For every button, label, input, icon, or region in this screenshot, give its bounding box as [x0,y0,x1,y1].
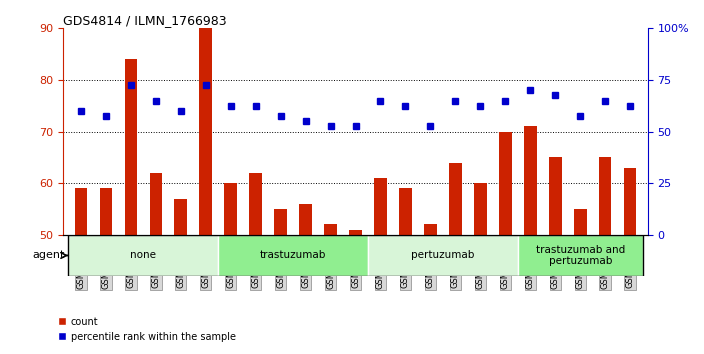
Bar [425,224,436,354]
Bar [175,199,187,354]
Bar [218,235,368,276]
Bar [449,162,462,354]
Text: trastuzumab and
pertuzumab: trastuzumab and pertuzumab [536,245,625,266]
Bar [75,188,87,354]
Text: trastuzumab: trastuzumab [260,251,326,261]
Text: pertuzumab: pertuzumab [411,251,474,261]
Bar [518,235,643,276]
Bar [149,173,162,354]
Bar [574,209,586,354]
Bar [474,183,486,354]
Bar [68,235,218,276]
Bar [125,59,137,354]
Bar [225,183,237,354]
Bar [549,158,562,354]
Bar [275,209,287,354]
Text: GDS4814 / ILMN_1766983: GDS4814 / ILMN_1766983 [63,14,227,27]
Bar [368,235,518,276]
Bar [499,132,512,354]
Bar [599,158,612,354]
Bar [349,230,362,354]
Legend: count, percentile rank within the sample: count, percentile rank within the sample [54,313,239,346]
Text: none: none [130,251,156,261]
Bar [399,188,412,354]
Bar [624,168,636,354]
Bar [199,28,212,354]
Text: agent: agent [32,251,65,261]
Bar [99,188,112,354]
Bar [299,204,312,354]
Bar [375,178,386,354]
Bar [325,224,337,354]
Bar [249,173,262,354]
Bar [524,126,536,354]
